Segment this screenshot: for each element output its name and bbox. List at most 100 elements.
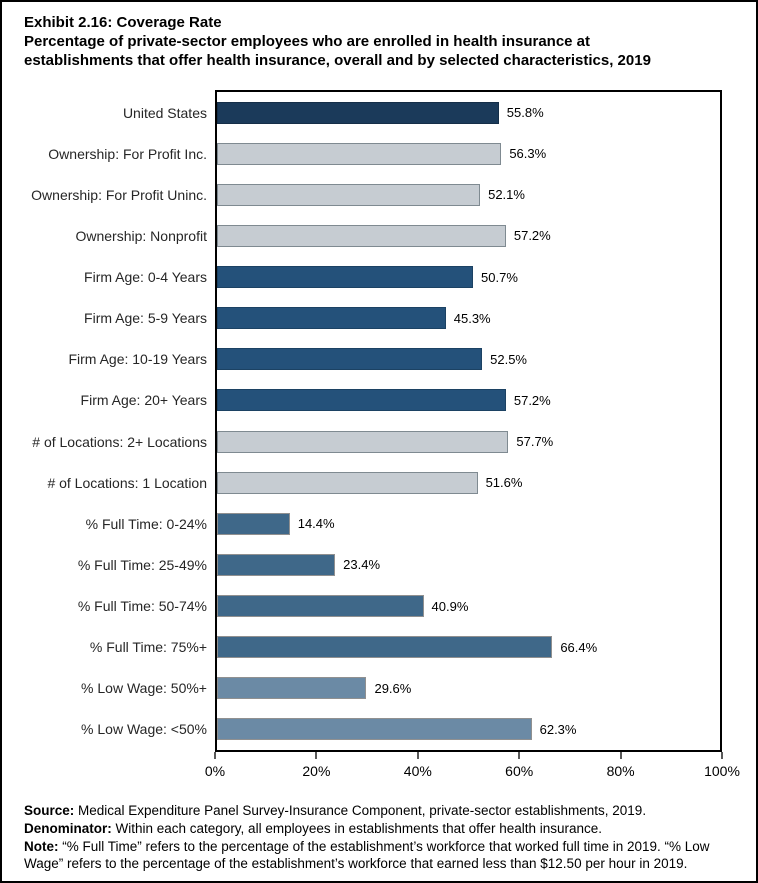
bar <box>217 636 553 659</box>
bar <box>217 718 532 741</box>
chart-row: # of Locations: 2+ Locations 57.7% <box>2 421 756 462</box>
value-label: 40.9% <box>431 598 469 614</box>
x-axis: 0% 20% 40% 60% 80% 100% <box>205 752 740 788</box>
bar-area: 14.4% <box>217 503 722 544</box>
value-label: 66.4% <box>560 639 598 655</box>
value-label: 45.3% <box>453 310 491 326</box>
x-tick-label: 20% <box>302 763 331 779</box>
bar <box>217 101 499 124</box>
value-label: 29.6% <box>374 680 412 696</box>
bar <box>217 266 474 289</box>
source-label: Source: <box>24 803 75 818</box>
bar-area: 56.3% <box>217 133 722 174</box>
footnotes: Source: Medical Expenditure Panel Survey… <box>24 802 738 873</box>
value-label: 57.2% <box>513 392 551 408</box>
chart-row: Ownership: For Profit Inc. 56.3% <box>2 133 756 174</box>
chart-row: % Full Time: 25-49% 23.4% <box>2 544 756 585</box>
category-label: Firm Age: 0-4 Years <box>84 269 207 286</box>
bar <box>217 183 481 206</box>
bar-area: 50.7% <box>217 257 722 298</box>
note-text: “% Full Time” refers to the percentage o… <box>24 838 710 872</box>
x-tick-mark <box>315 752 318 759</box>
bar-area: 40.9% <box>217 586 722 627</box>
x-tick-label: 40% <box>403 763 432 779</box>
denominator-note: Denominator: Within each category, all e… <box>24 820 738 838</box>
value-label: 52.5% <box>490 351 527 367</box>
x-tick-label: 0% <box>204 763 226 779</box>
bar-area: 52.1% <box>217 174 722 215</box>
value-label: 57.2% <box>513 228 551 244</box>
x-tick-mark <box>214 752 216 759</box>
category-label: # of Locations: 1 Location <box>47 474 207 491</box>
bar-area: 57.2% <box>217 380 722 421</box>
source-text: Medical Expenditure Panel Survey-Insuran… <box>74 803 647 818</box>
category-label: % Full Time: 0-24% <box>85 515 207 532</box>
source-note: Source: Medical Expenditure Panel Survey… <box>24 802 738 820</box>
value-label: 62.3% <box>539 721 577 737</box>
x-tick-mark <box>721 752 723 759</box>
bar-area: 23.4% <box>217 544 722 585</box>
x-tick-label: 60% <box>505 763 534 779</box>
category-label: % Full Time: 75%+ <box>89 639 207 656</box>
chart-row: % Full Time: 0-24% 14.4% <box>2 503 756 544</box>
bar-chart: United States 55.8% Ownership: For Profi… <box>2 90 756 779</box>
category-label: % Full Time: 25-49% <box>77 556 207 573</box>
x-tick-label: 80% <box>606 763 635 779</box>
bar-area: 51.6% <box>217 462 722 503</box>
denominator-text: Within each category, all employees in e… <box>111 820 603 836</box>
category-label: Ownership: For Profit Inc. <box>48 145 207 162</box>
chart-title: Exhibit 2.16: Coverage Rate <box>24 14 222 31</box>
bar-area: 45.3% <box>217 298 722 339</box>
category-label: Ownership: For Profit Uninc. <box>31 186 207 203</box>
chart-rows: United States 55.8% Ownership: For Profi… <box>2 92 756 750</box>
bar-area: 29.6% <box>217 668 722 709</box>
category-label: % Low Wage: <50% <box>81 721 207 738</box>
chart-row: % Low Wage: <50% 62.3% <box>2 709 756 750</box>
chart-subtitle: Percentage of private-sector employees w… <box>24 32 651 69</box>
chart-row: % Full Time: 50-74% 40.9% <box>2 586 756 627</box>
bar <box>217 389 506 412</box>
bar <box>217 142 502 165</box>
chart-row: Ownership: Nonprofit 57.2% <box>2 215 756 256</box>
bar <box>217 307 446 330</box>
chart-row: Firm Age: 10-19 Years 52.5% <box>2 339 756 380</box>
value-label: 56.3% <box>509 146 547 162</box>
x-tick-label: 100% <box>704 763 740 779</box>
bar-area: 66.4% <box>217 627 722 668</box>
value-label: 55.8% <box>506 105 544 121</box>
x-tick-mark <box>416 752 419 759</box>
chart-row: Firm Age: 0-4 Years 50.7% <box>2 257 756 298</box>
bar <box>217 512 290 535</box>
bar-area: 52.5% <box>217 339 722 380</box>
chart-row: # of Locations: 1 Location 51.6% <box>2 462 756 503</box>
value-label: 57.7% <box>516 434 554 450</box>
chart-row: Firm Age: 5-9 Years 45.3% <box>2 298 756 339</box>
category-label: Firm Age: 20+ Years <box>80 392 207 409</box>
note-label: Note: <box>24 838 59 854</box>
bar <box>217 677 367 700</box>
chart-row: % Full Time: 75%+ 66.4% <box>2 627 756 668</box>
category-label: % Full Time: 50-74% <box>77 598 207 615</box>
bar <box>217 430 509 453</box>
category-label: Firm Age: 10-19 Years <box>68 351 207 368</box>
chart-row: % Low Wage: 50%+ 29.6% <box>2 668 756 709</box>
category-label: Ownership: Nonprofit <box>75 227 207 244</box>
plot-area-border <box>215 90 722 752</box>
value-label: 52.1% <box>488 187 525 203</box>
value-label: 51.6% <box>485 475 523 491</box>
x-tick-mark <box>619 752 622 759</box>
bar <box>217 471 478 494</box>
definition-note: Note: “% Full Time” refers to the percen… <box>24 838 738 874</box>
bar-area: 57.2% <box>217 215 722 256</box>
title-block: Exhibit 2.16: Coverage Rate Percentage o… <box>24 14 730 70</box>
category-label: United States <box>122 104 207 121</box>
chart-row: Ownership: For Profit Uninc. 52.1% <box>2 174 756 215</box>
x-tick-mark <box>518 752 521 759</box>
category-label: % Low Wage: 50%+ <box>81 680 207 697</box>
bar <box>217 224 506 247</box>
bar-area: 55.8% <box>217 92 722 133</box>
bar <box>217 595 424 618</box>
bar <box>217 553 336 576</box>
category-label: Firm Age: 5-9 Years <box>84 310 207 327</box>
